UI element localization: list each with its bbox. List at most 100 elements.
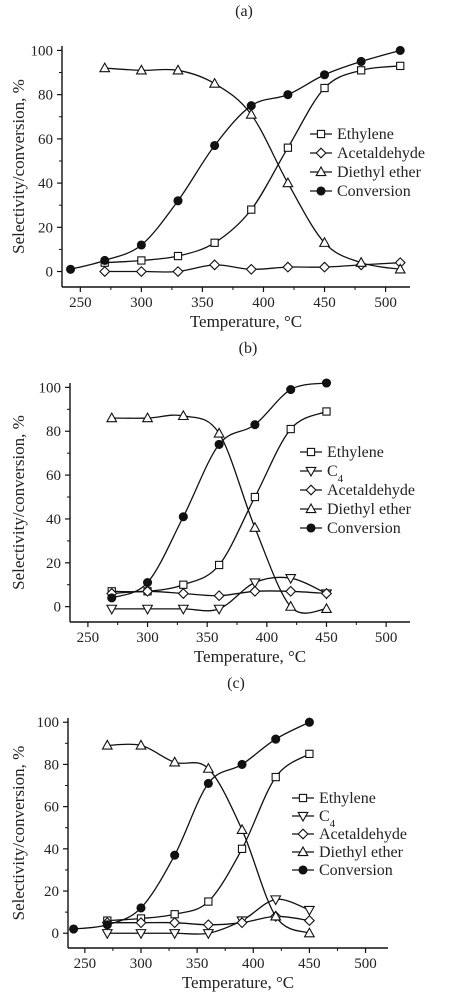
panel-label: (a) bbox=[235, 3, 253, 20]
data-point-diethyl-ether bbox=[303, 927, 316, 938]
data-point-conversion bbox=[214, 439, 224, 449]
data-point-diethyl-ether bbox=[172, 64, 184, 75]
y-tick-label: 40 bbox=[44, 842, 59, 858]
data-point-ethylene bbox=[137, 256, 146, 265]
legend-marker bbox=[305, 466, 317, 478]
legend-label: Diethyl ether bbox=[337, 164, 422, 181]
data-point-conversion bbox=[395, 45, 405, 55]
y-tick-label: 80 bbox=[44, 757, 59, 773]
data-point-ethylene bbox=[170, 910, 179, 919]
x-tick-label: 300 bbox=[130, 956, 153, 972]
x-tick-label: 300 bbox=[136, 630, 159, 646]
y-tick-label: 60 bbox=[44, 800, 59, 816]
data-point-acetaldehyde bbox=[141, 585, 154, 597]
y-tick-label: 60 bbox=[46, 468, 61, 484]
legend-marker bbox=[306, 447, 316, 457]
data-point-ethylene bbox=[322, 407, 331, 416]
legend-marker bbox=[297, 811, 309, 823]
legend-label: Acetaldehyde bbox=[337, 145, 425, 162]
y-axis-title: Selectivity/conversion, % bbox=[9, 415, 28, 590]
data-point-acetaldehyde bbox=[202, 919, 214, 931]
data-point-c4 bbox=[106, 604, 118, 615]
legend-marker bbox=[297, 828, 309, 840]
data-point-diethyl-ether bbox=[135, 739, 147, 750]
data-point-diethyl-ether bbox=[213, 427, 225, 438]
data-point-conversion bbox=[69, 924, 79, 934]
data-point-c4 bbox=[135, 929, 147, 940]
data-point-conversion bbox=[246, 101, 256, 111]
data-point-ethylene bbox=[210, 238, 219, 247]
data-point-conversion bbox=[203, 778, 213, 788]
data-point-acetaldehyde bbox=[209, 259, 221, 271]
data-point-conversion bbox=[136, 240, 146, 250]
legend-label: Conversion bbox=[319, 862, 393, 879]
legend-item-acetaldehyde: Acetaldehyde bbox=[292, 826, 407, 843]
data-point-conversion bbox=[283, 90, 293, 100]
x-tick-label: 400 bbox=[242, 956, 265, 972]
legend-marker bbox=[315, 147, 327, 159]
data-point-ethylene bbox=[271, 772, 280, 782]
data-point-acetaldehyde bbox=[249, 585, 261, 597]
data-point-diethyl-ether bbox=[236, 823, 248, 834]
data-point-conversion bbox=[65, 264, 76, 274]
data-point-ethylene bbox=[247, 205, 256, 214]
data-point-diethyl-ether bbox=[284, 600, 297, 611]
x-axis-title: Temperature, °C bbox=[182, 973, 294, 992]
series-conversion bbox=[65, 45, 405, 274]
data-point-acetaldehyde bbox=[172, 265, 184, 278]
y-tick-label: 100 bbox=[39, 380, 62, 396]
legend-label: Ethylene bbox=[319, 790, 376, 807]
data-point-c4 bbox=[213, 604, 225, 615]
x-tick-label: 500 bbox=[374, 295, 397, 311]
data-point-acetaldehyde bbox=[245, 263, 257, 275]
data-point-ethylene bbox=[357, 66, 366, 75]
legend-label: Acetaldehyde bbox=[319, 826, 407, 843]
x-axis-title: Temperature, °C bbox=[194, 647, 306, 666]
data-point-diethyl-ether bbox=[101, 739, 114, 750]
legend: Ethylene Acetaldehyde Diethyl ether Convers… bbox=[310, 126, 425, 200]
x-tick-label: 450 bbox=[315, 630, 338, 646]
panel-label: (b) bbox=[239, 340, 258, 357]
data-point-conversion bbox=[178, 512, 188, 522]
data-point-conversion bbox=[210, 140, 220, 151]
x-tick-label: 350 bbox=[196, 630, 219, 646]
legend-marker bbox=[316, 186, 326, 196]
y-axis-title: Selectivity/conversion, % bbox=[9, 79, 28, 254]
legend-item-ethylene: Ethylene bbox=[292, 790, 376, 807]
data-point-ethylene bbox=[286, 424, 295, 434]
data-point-ethylene bbox=[305, 749, 314, 759]
chart-panel-3: (c) 250 300 350 400 450 500 0 20 40 60 80 100 Tempera… bbox=[9, 675, 407, 992]
series-conversion bbox=[69, 717, 314, 934]
data-point-ethylene bbox=[179, 580, 188, 589]
data-point-diethyl-ether bbox=[98, 61, 111, 73]
series-acetaldehyde bbox=[106, 585, 333, 602]
x-tick-label: 400 bbox=[256, 630, 279, 646]
legend-marker bbox=[298, 793, 308, 803]
data-point-diethyl-ether bbox=[249, 521, 261, 532]
x-tick-label: 450 bbox=[298, 956, 321, 972]
data-point-diethyl-ether bbox=[245, 108, 258, 119]
data-point-conversion bbox=[356, 56, 366, 67]
data-point-conversion bbox=[304, 717, 314, 727]
legend-label: Diethyl ether bbox=[319, 844, 404, 861]
y-tick-label: 80 bbox=[38, 88, 53, 104]
y-tick-label: 20 bbox=[46, 556, 61, 572]
x-tick-label: 250 bbox=[74, 956, 97, 972]
data-point-conversion bbox=[142, 577, 153, 588]
legend-item-acetaldehyde: Acetaldehyde bbox=[310, 145, 425, 162]
data-point-acetaldehyde bbox=[282, 261, 294, 273]
legend-label: C4 bbox=[319, 808, 336, 830]
x-tick-label: 350 bbox=[186, 956, 209, 972]
legend-marker bbox=[306, 523, 316, 533]
x-tick-label: 500 bbox=[354, 956, 377, 972]
x-tick-label: 250 bbox=[77, 630, 100, 646]
data-point-c4 bbox=[249, 578, 261, 589]
y-tick-label: 20 bbox=[38, 220, 53, 236]
panel-label: (c) bbox=[227, 675, 245, 692]
legend-item-diethyl-ether: Diethyl ether bbox=[292, 844, 404, 861]
data-point-diethyl-ether bbox=[202, 762, 215, 773]
data-point-conversion bbox=[271, 734, 281, 744]
